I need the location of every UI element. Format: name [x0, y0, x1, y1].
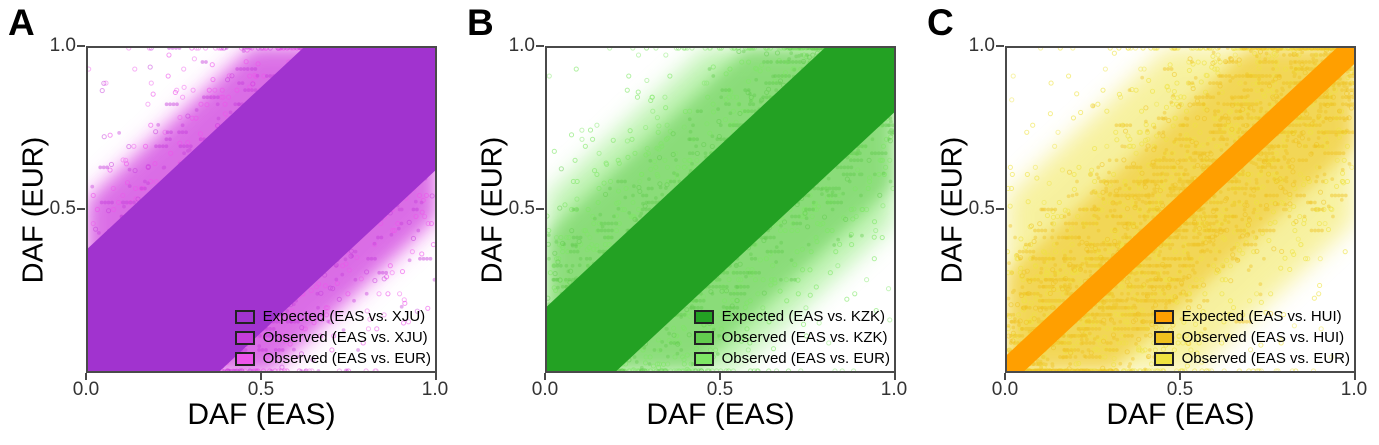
legend-label: Observed (EAS vs. EUR)	[721, 350, 890, 367]
legend-label: Observed (EAS vs. EUR)	[262, 350, 431, 367]
x-tick-mark	[1004, 373, 1006, 380]
legend: Expected (EAS vs. KZK) Observed (EAS vs.…	[693, 305, 890, 368]
x-tick-label: 0.0	[991, 379, 1019, 400]
y-tick-mark	[536, 208, 544, 210]
scatter-plot	[1007, 48, 1354, 371]
x-tick-mark	[544, 373, 546, 380]
y-tick-label: 0.5	[508, 198, 535, 219]
panel-letter: A	[8, 2, 35, 43]
legend-swatch	[1153, 331, 1174, 345]
x-tick-mark	[1354, 373, 1356, 380]
legend-label: Observed (EAS vs. HUI)	[1181, 329, 1345, 346]
legend-swatch	[693, 331, 714, 345]
x-tick-mark	[719, 373, 721, 380]
scatter-plot	[547, 48, 894, 371]
plot-area: Expected (EAS vs. XJU) Observed (EAS vs.…	[86, 46, 437, 373]
y-tick-label: 1.0	[508, 35, 535, 56]
x-tick-label: 1.0	[421, 379, 449, 400]
legend-label: Observed (EAS vs. XJU)	[262, 329, 428, 346]
x-tick-mark	[85, 373, 87, 380]
x-tick-label: 1.0	[880, 379, 908, 400]
legend-label: Expected (EAS vs. KZK)	[721, 308, 885, 325]
legend-item: Expected (EAS vs. HUI)	[1153, 308, 1350, 326]
x-tick-label: 0.5	[1166, 379, 1194, 400]
y-tick-mark	[996, 45, 1004, 47]
legend: Expected (EAS vs. HUI) Observed (EAS vs.…	[1153, 305, 1350, 368]
legend-label: Expected (EAS vs. XJU)	[262, 308, 426, 325]
legend-swatch	[234, 331, 255, 345]
x-tick-mark	[894, 373, 896, 380]
legend-swatch	[234, 310, 255, 324]
legend-label: Observed (EAS vs. KZK)	[721, 329, 888, 346]
legend: Expected (EAS vs. XJU) Observed (EAS vs.…	[234, 305, 431, 368]
y-tick-label: 1.0	[49, 35, 76, 56]
legend-swatch	[1153, 352, 1174, 366]
y-tick-mark	[996, 208, 1004, 210]
panel-letter: C	[927, 2, 954, 43]
x-tick-mark	[1179, 373, 1181, 380]
plot-area: Expected (EAS vs. KZK) Observed (EAS vs.…	[545, 46, 896, 373]
legend-item: Observed (EAS vs. KZK)	[693, 329, 890, 347]
x-axis-title: DAF (EAS)	[187, 398, 336, 431]
y-tick-mark	[77, 208, 85, 210]
x-tick-label: 1.0	[1340, 379, 1368, 400]
legend-label: Observed (EAS vs. EUR)	[1181, 350, 1350, 367]
y-tick-label: 0.5	[968, 198, 995, 219]
legend-swatch	[234, 352, 255, 366]
x-tick-mark	[260, 373, 262, 380]
legend-item: Observed (EAS vs. XJU)	[234, 329, 431, 347]
y-tick-label: 1.0	[968, 35, 995, 56]
legend-swatch	[693, 352, 714, 366]
x-axis-title: DAF (EAS)	[1106, 398, 1255, 431]
x-tick-label: 0.0	[72, 379, 100, 400]
plot-area: Expected (EAS vs. HUI) Observed (EAS vs.…	[1005, 46, 1356, 373]
x-tick-label: 0.0	[531, 379, 559, 400]
legend-swatch	[693, 310, 714, 324]
legend-item: Observed (EAS vs. HUI)	[1153, 329, 1350, 347]
legend-label: Expected (EAS vs. HUI)	[1181, 308, 1342, 325]
y-tick-mark	[536, 45, 544, 47]
legend-item: Observed (EAS vs. EUR)	[234, 350, 431, 368]
legend-item: Expected (EAS vs. XJU)	[234, 308, 431, 326]
legend-item: Expected (EAS vs. KZK)	[693, 308, 890, 326]
y-tick-label: 0.5	[49, 198, 76, 219]
legend-item: Observed (EAS vs. EUR)	[1153, 350, 1350, 368]
x-axis-title: DAF (EAS)	[646, 398, 795, 431]
legend-item: Observed (EAS vs. EUR)	[693, 350, 890, 368]
y-tick-mark	[77, 45, 85, 47]
panel-letter: B	[467, 2, 494, 43]
x-tick-label: 0.5	[247, 379, 275, 400]
x-tick-label: 0.5	[706, 379, 734, 400]
x-tick-mark	[435, 373, 437, 380]
legend-swatch	[1153, 310, 1174, 324]
